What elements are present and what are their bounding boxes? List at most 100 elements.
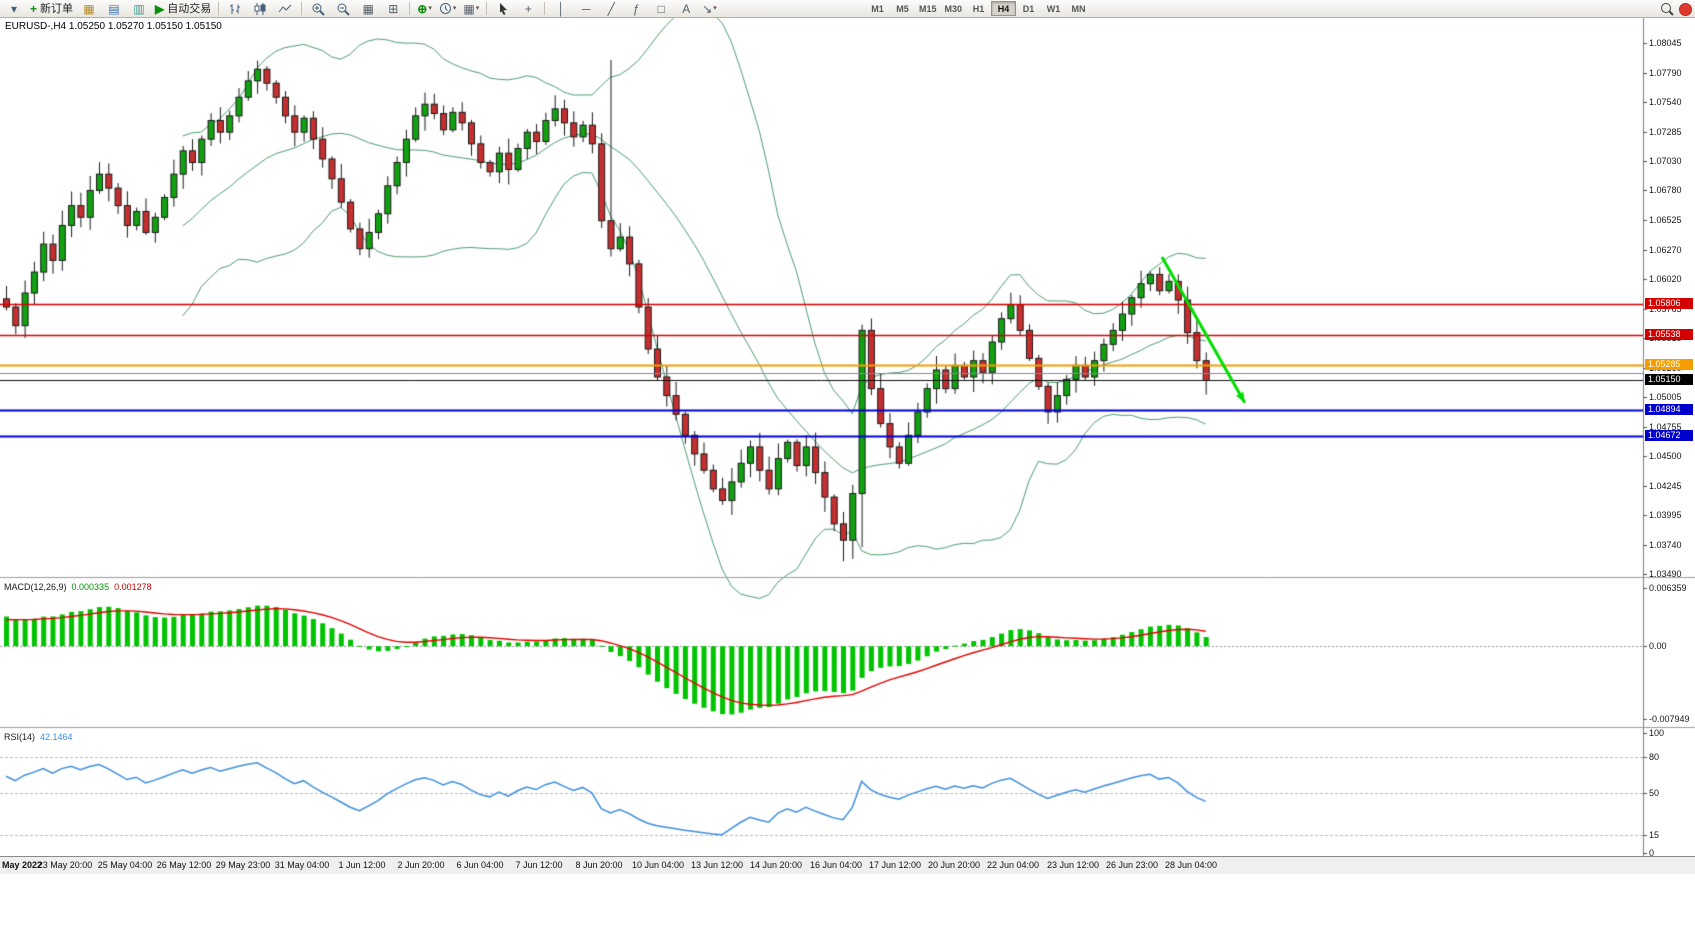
chevron-down-icon: ▾ — [475, 4, 480, 12]
time-label: 23 May 20:00 — [37, 860, 93, 870]
toolbar-collapse-icon[interactable]: ▾ — [10, 1, 18, 16]
price-tick: 1.04245 — [1649, 480, 1682, 491]
periods-button[interactable]: ▾ — [436, 1, 460, 17]
price-tick: 1.05005 — [1649, 392, 1682, 403]
price-line-tag[interactable]: 1.04894 — [1645, 404, 1693, 416]
bar-chart-icon[interactable] — [223, 0, 247, 18]
timeframe-button-h4[interactable]: H4 — [991, 1, 1017, 16]
time-label: 23 Jun 12:00 — [1046, 860, 1100, 870]
rsi-value: 42.1464 — [40, 732, 73, 742]
horizontal-line-tool-icon[interactable]: ─ — [581, 1, 591, 16]
time-label: 29 May 23:00 — [215, 860, 271, 870]
price-tick: 1.06780 — [1649, 185, 1682, 196]
timeframe-button-mn[interactable]: MN — [1066, 1, 1091, 16]
price-line-tag[interactable]: 1.05285 — [1645, 358, 1693, 370]
arrow-tool-icon: ↘ — [702, 1, 713, 16]
chevron-down-icon: ▾ — [428, 4, 432, 12]
price-tick: 1.07540 — [1649, 96, 1682, 107]
macd-indicator-label: MACD(12,26,9) 0.000335 0.001278 — [4, 582, 152, 592]
time-label: 26 May 12:00 — [156, 860, 212, 870]
new-order-button[interactable]: + 新订单 — [27, 1, 76, 17]
clock-icon — [439, 3, 451, 14]
chevron-down-icon: ▾ — [713, 4, 717, 12]
market-watch-icon[interactable]: ▤ — [108, 1, 120, 16]
rsi-tick: 0 — [1649, 848, 1655, 858]
time-label: 26 Jun 23:00 — [1105, 860, 1159, 870]
timeframe-button-d1[interactable]: D1 — [1016, 1, 1041, 16]
toolbar-separator — [486, 2, 488, 15]
time-label: 2 Jun 20:00 — [397, 860, 445, 870]
timeframe-button-w1[interactable]: W1 — [1041, 1, 1066, 16]
shapes-tool-icon[interactable]: □ — [657, 1, 665, 16]
tile-windows-icon[interactable]: ⊞ — [388, 1, 399, 16]
price-tick: 1.04500 — [1649, 451, 1682, 462]
price-line-tag[interactable]: 1.05538 — [1645, 329, 1693, 341]
search-icon[interactable] — [1660, 2, 1674, 16]
chart-window-icon[interactable]: ▦ — [83, 1, 95, 16]
price-tick: 1.03740 — [1649, 539, 1682, 550]
price-tick: 1.06270 — [1649, 244, 1682, 255]
price-tick: 1.06525 — [1649, 215, 1682, 226]
time-label: 17 Jun 12:00 — [868, 860, 922, 870]
time-label: 13 Jun 12:00 — [690, 860, 744, 870]
price-tick: 1.07285 — [1649, 126, 1682, 137]
macd-signal-value: 0.001278 — [114, 582, 152, 592]
candlestick-chart-icon[interactable] — [248, 0, 272, 18]
zoom-in-icon[interactable] — [306, 0, 330, 18]
toolbar-right-group — [1660, 2, 1692, 16]
time-label: 31 May 04:00 — [274, 860, 330, 870]
price-line-tag[interactable]: 1.05150 — [1645, 374, 1693, 386]
price-tick: 1.06020 — [1649, 274, 1682, 285]
timeframe-button-m1[interactable]: M1 — [865, 1, 890, 16]
grid-icon[interactable]: ▦ — [362, 1, 374, 16]
add-indicator-icon: ⊕ — [417, 1, 428, 16]
line-chart-icon[interactable] — [273, 0, 297, 18]
price-tick: 1.07030 — [1649, 156, 1682, 167]
trendline-tool-icon[interactable]: ╱ — [607, 1, 615, 16]
toolbar-separator — [409, 2, 411, 15]
crosshair-icon[interactable]: + — [524, 1, 532, 16]
template-icon: ▦ — [463, 1, 475, 16]
vertical-line-tool-icon[interactable]: │ — [557, 1, 565, 16]
price-line-tag[interactable]: 1.05806 — [1645, 298, 1693, 309]
bottom-spacer — [0, 874, 1695, 936]
indicators-button[interactable]: ⊕ ▾ — [414, 1, 435, 17]
time-label: 22 Jun 04:00 — [986, 860, 1040, 870]
time-label: 7 Jun 12:00 — [515, 860, 563, 870]
price-tick: 1.03490 — [1649, 569, 1682, 579]
timeframe-button-h1[interactable]: H1 — [966, 1, 991, 16]
rsi-tick: 100 — [1649, 728, 1665, 738]
price-tick: 1.08045 — [1649, 38, 1682, 48]
fibonacci-tool-icon[interactable]: ƒ — [632, 1, 640, 16]
timeframe-button-m30[interactable]: M30 — [941, 1, 967, 16]
time-axis[interactable]: May 2022 23 May 20:00 25 May 04:00 26 May 1… — [0, 856, 1695, 874]
templates-button[interactable]: ▦ ▾ — [460, 1, 482, 17]
toolbar: ▾ + 新订单 ▦ ▤ ▥ ▶ 自动交易 ▦ ⊞ — [0, 0, 1695, 18]
timeframe-button-m15[interactable]: M15 — [915, 1, 941, 16]
text-tool-icon[interactable]: A — [682, 1, 691, 16]
chevron-down-icon: ▾ — [452, 4, 457, 12]
rsi-tick: 80 — [1649, 752, 1660, 762]
time-label: 8 Jun 20:00 — [575, 860, 623, 870]
time-label: 20 Jun 20:00 — [927, 860, 981, 870]
chart-title: EURUSD-,H4 1.05250 1.05270 1.05150 1.051… — [5, 21, 222, 32]
price-line-tag[interactable]: 1.04672 — [1645, 430, 1693, 442]
navigator-icon[interactable]: ▥ — [133, 1, 145, 16]
auto-trading-label: 自动交易 — [167, 2, 212, 15]
rsi-tick: 15 — [1649, 830, 1660, 840]
time-label: 28 Jun 04:00 — [1164, 860, 1218, 870]
time-label: 25 May 04:00 — [97, 860, 153, 870]
toolbar-separator — [301, 2, 303, 15]
time-label: 10 Jun 04:00 — [631, 860, 685, 870]
cursor-icon[interactable] — [491, 0, 515, 18]
notification-badge[interactable] — [1679, 2, 1692, 16]
time-label: 14 Jun 20:00 — [749, 860, 803, 870]
zoom-out-icon[interactable] — [331, 0, 355, 18]
macd-main-value: 0.000335 — [71, 582, 110, 592]
rsi-name: RSI(14) — [4, 732, 36, 742]
macd-tick: 0.00 — [1649, 641, 1667, 652]
auto-trading-button[interactable]: ▶ 自动交易 — [152, 1, 214, 17]
timeframe-button-m5[interactable]: M5 — [890, 1, 915, 16]
arrows-tool-button[interactable]: ↘ ▾ — [699, 1, 720, 17]
